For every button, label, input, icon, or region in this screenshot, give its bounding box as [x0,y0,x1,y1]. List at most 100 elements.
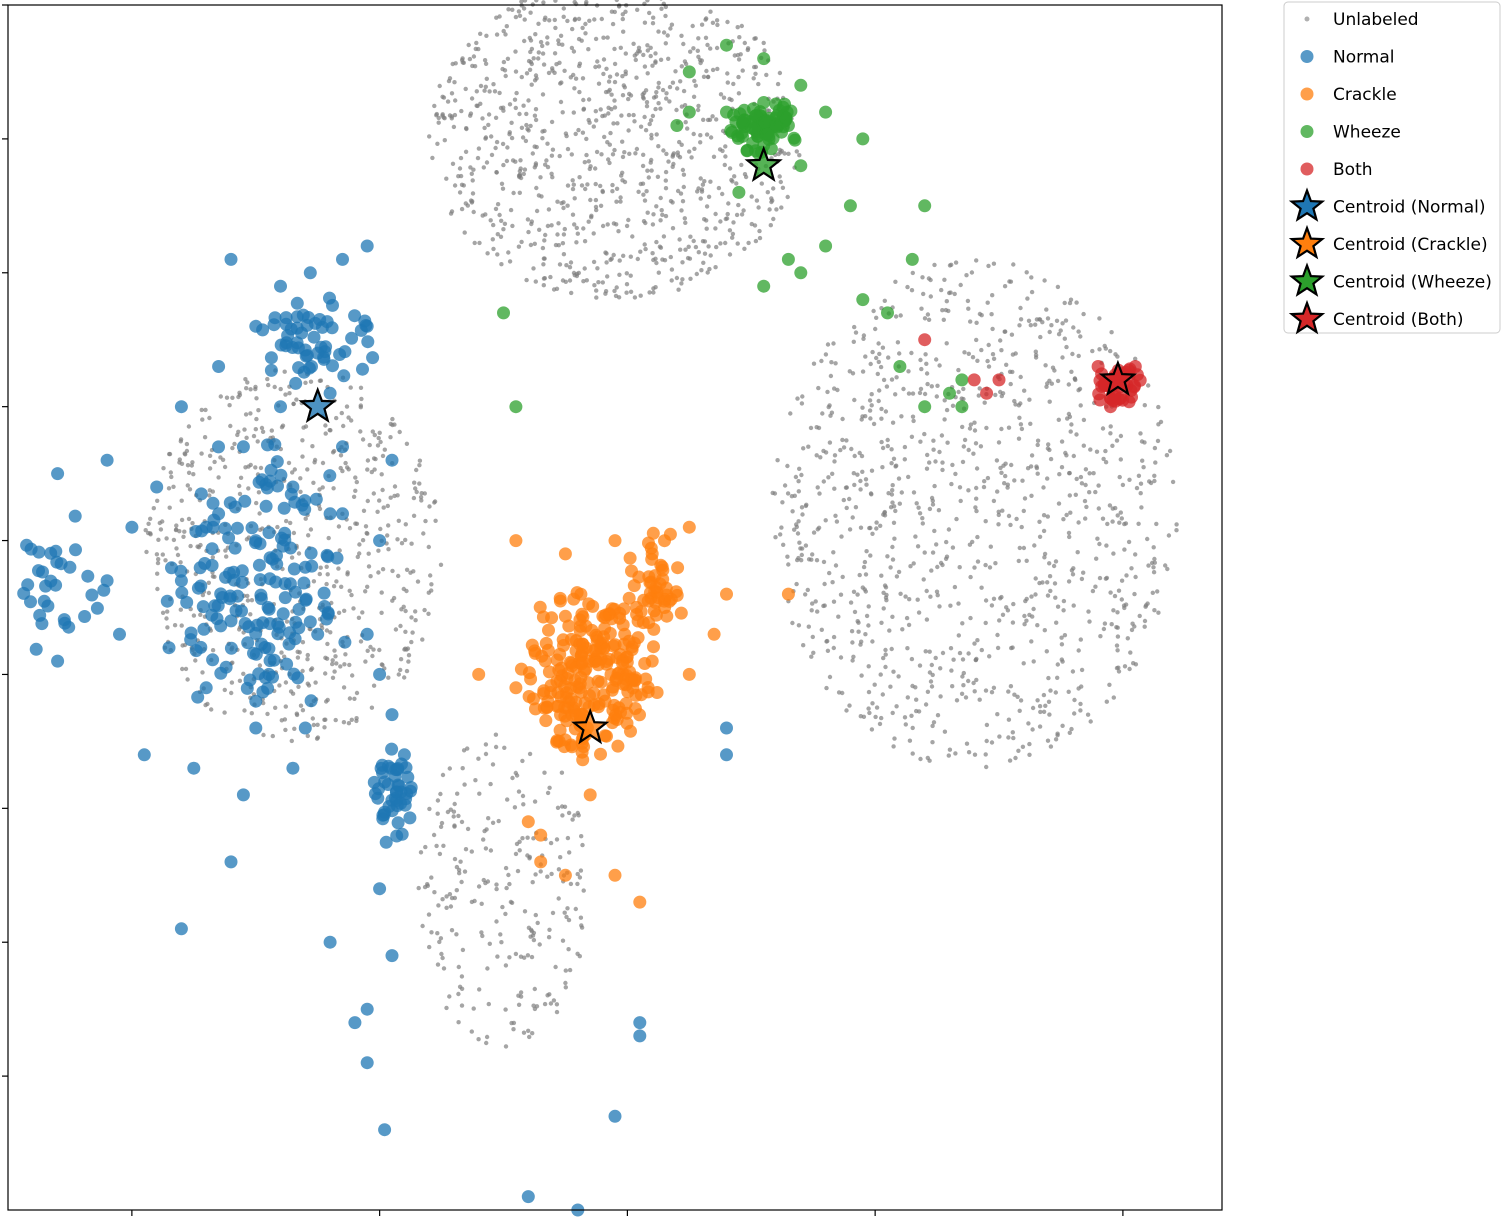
point-unlabeled [1104,575,1110,581]
point-crackle [637,593,651,607]
point-unlabeled [678,191,684,196]
point-unlabeled [527,1034,532,1040]
point-unlabeled [683,120,688,125]
point-normal [521,1190,535,1204]
point-unlabeled [654,239,659,245]
point-unlabeled [593,109,598,114]
point-unlabeled [1051,563,1057,569]
point-unlabeled [354,690,360,696]
point-unlabeled [982,479,987,484]
point-unlabeled [895,340,901,345]
point-unlabeled [586,159,591,164]
point-unlabeled [516,789,522,794]
point-unlabeled [331,486,336,491]
point-normal [391,816,405,830]
point-unlabeled [715,22,720,28]
point-unlabeled [825,389,830,395]
point-unlabeled [677,237,682,242]
point-unlabeled [823,352,829,357]
point-unlabeled [681,172,687,177]
point-unlabeled [453,98,458,103]
point-unlabeled [879,573,884,578]
point-unlabeled [615,121,620,126]
point-unlabeled [913,534,918,539]
point-unlabeled [524,111,529,117]
point-unlabeled [679,64,684,69]
point-normal [174,564,188,578]
point-unlabeled [860,469,865,474]
point-unlabeled [284,619,290,624]
point-unlabeled [525,126,530,132]
point-unlabeled [399,607,404,612]
point-unlabeled [604,260,609,265]
point-normal [389,785,403,799]
point-unlabeled [961,396,966,402]
point-unlabeled [479,901,484,906]
point-unlabeled [1034,465,1040,471]
point-unlabeled [564,263,569,268]
point-unlabeled [693,244,699,250]
point-unlabeled [911,561,916,566]
point-normal [395,827,409,841]
point-unlabeled [497,14,502,19]
point-unlabeled [1147,479,1152,484]
point-unlabeled [507,259,513,264]
point-normal [198,557,212,570]
point-unlabeled [435,141,440,146]
point-unlabeled [310,444,315,449]
point-unlabeled [1041,692,1047,698]
point-unlabeled [411,495,417,501]
point-unlabeled [1037,317,1042,322]
point-unlabeled [891,520,897,525]
point-unlabeled [614,72,620,77]
point-unlabeled [713,226,718,231]
point-unlabeled [168,470,173,475]
point-unlabeled [799,472,804,478]
point-unlabeled [205,701,210,707]
point-unlabeled [317,571,322,577]
point-unlabeled [343,652,348,657]
point-unlabeled [396,573,401,579]
point-unlabeled [448,904,454,909]
point-unlabeled [574,225,579,231]
point-normal [320,612,333,626]
point-unlabeled [918,756,923,762]
point-unlabeled [890,614,895,619]
point-unlabeled [635,7,640,12]
point-unlabeled [457,871,462,876]
point-normal [633,1016,647,1030]
point-unlabeled [527,67,533,73]
point-unlabeled [796,623,802,628]
point-crackle [636,616,650,630]
point-normal [323,469,337,483]
point-unlabeled [464,126,469,131]
point-unlabeled [834,519,840,524]
point-unlabeled [488,781,493,787]
point-wheeze [682,105,696,119]
point-crackle [586,599,600,613]
point-unlabeled [244,386,249,391]
point-unlabeled [493,145,498,151]
point-unlabeled [897,501,902,506]
point-unlabeled [1020,744,1026,749]
point-unlabeled [543,162,548,167]
point-unlabeled [1006,717,1012,722]
point-unlabeled [560,278,566,283]
point-unlabeled [468,165,473,170]
point-unlabeled [503,1007,508,1012]
point-unlabeled [707,117,713,123]
point-unlabeled [253,427,258,432]
point-unlabeled [487,89,492,94]
point-unlabeled [438,936,444,941]
point-normal [298,721,312,735]
point-unlabeled [1053,595,1058,600]
point-unlabeled [207,488,212,493]
point-normal [49,578,63,592]
point-unlabeled [444,905,449,910]
point-unlabeled [974,466,980,471]
point-normal [224,855,238,869]
point-unlabeled [645,210,650,215]
point-unlabeled [444,1005,449,1011]
point-unlabeled [796,519,801,524]
point-normal [287,562,301,576]
